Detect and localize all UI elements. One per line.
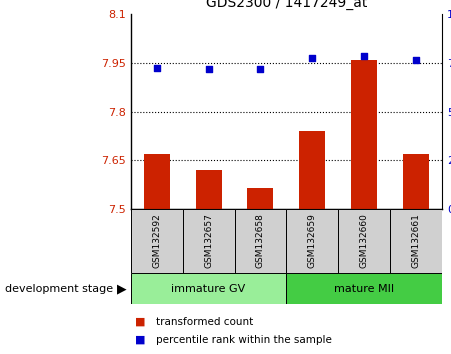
Bar: [131, 273, 286, 304]
Bar: [351, 59, 377, 209]
Point: [361, 53, 368, 59]
Text: GSM132657: GSM132657: [204, 213, 213, 268]
Point: [257, 67, 264, 72]
Bar: [144, 154, 170, 209]
Bar: [403, 154, 429, 209]
Title: GDS2300 / 1417249_at: GDS2300 / 1417249_at: [206, 0, 367, 10]
Text: GSM132592: GSM132592: [152, 213, 161, 268]
Text: GSM132659: GSM132659: [308, 213, 317, 268]
Text: ▶: ▶: [117, 282, 127, 295]
Text: transformed count: transformed count: [156, 317, 253, 327]
Point: [412, 57, 419, 62]
Bar: [338, 209, 390, 273]
Point: [308, 55, 316, 61]
Bar: [235, 209, 286, 273]
Bar: [196, 170, 221, 209]
Text: development stage: development stage: [5, 284, 113, 293]
Point: [205, 67, 212, 72]
Text: GSM132658: GSM132658: [256, 213, 265, 268]
Bar: [183, 209, 235, 273]
Text: percentile rank within the sample: percentile rank within the sample: [156, 335, 331, 345]
Bar: [248, 188, 273, 209]
Bar: [299, 131, 325, 209]
Bar: [390, 209, 442, 273]
Text: ■: ■: [135, 335, 146, 345]
Text: immature GV: immature GV: [171, 284, 246, 293]
Text: mature MII: mature MII: [334, 284, 394, 293]
Text: GSM132661: GSM132661: [412, 213, 420, 268]
Bar: [286, 273, 442, 304]
Text: GSM132660: GSM132660: [360, 213, 368, 268]
Text: ■: ■: [135, 317, 146, 327]
Point: [153, 65, 161, 70]
Bar: [286, 209, 338, 273]
Bar: [131, 209, 183, 273]
